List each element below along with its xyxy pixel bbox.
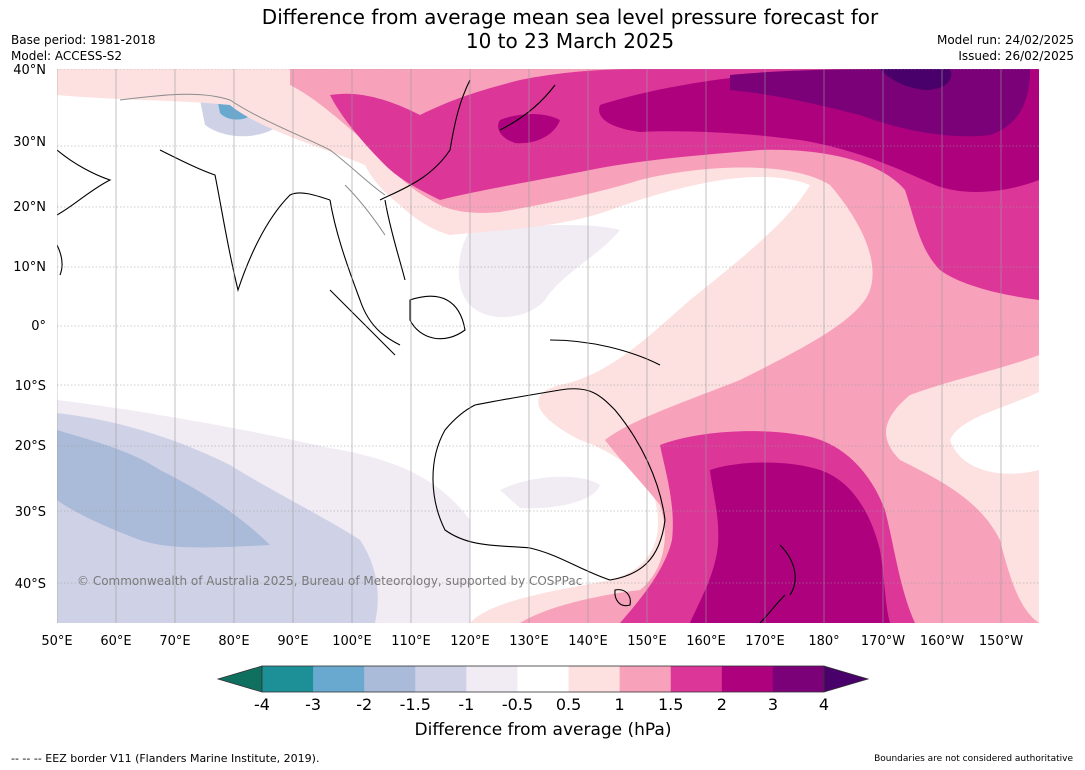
coast-india bbox=[159, 149, 331, 292]
colorbar-frame bbox=[261, 665, 825, 693]
lon-label: 120°E bbox=[450, 634, 490, 649]
issued-date: Issued: 26/02/2025 bbox=[958, 49, 1074, 63]
boundaries-disclaimer: Boundaries are not considered authoritat… bbox=[874, 754, 1073, 764]
lat-label: 30°S bbox=[15, 505, 46, 520]
copyright-notice: © Commonwealth of Australia 2025, Bureau… bbox=[77, 574, 583, 588]
colorbar-tick-label: 0.5 bbox=[556, 695, 581, 714]
colorbar-tick-label: -1.5 bbox=[400, 695, 431, 714]
colorbar bbox=[216, 665, 870, 693]
lat-label: 40°S bbox=[15, 577, 46, 592]
coast-australia bbox=[432, 388, 666, 581]
colorbar-swatch bbox=[670, 666, 723, 692]
lon-label: 140°E bbox=[568, 634, 608, 649]
contour-pos4-north bbox=[880, 69, 952, 90]
lat-label: 40°N bbox=[13, 63, 46, 78]
coast-borneo bbox=[409, 295, 466, 340]
colorbar-tick-label: -4 bbox=[254, 695, 270, 714]
coast-east-africa bbox=[57, 244, 63, 276]
colorbar-tick-labels: -4 -3 -2 -1.5 -1 -0.5 0.5 1 1.5 2 3 4 bbox=[254, 695, 829, 714]
lat-label: 20°N bbox=[13, 200, 46, 215]
model-run: Model run: 24/02/2025 bbox=[936, 33, 1074, 47]
lon-label: 180° bbox=[808, 634, 839, 649]
colorbar-swatch bbox=[466, 666, 518, 692]
contour-neg05-australia bbox=[500, 476, 600, 509]
colorbar-tick-label: -2 bbox=[356, 695, 372, 714]
coast-southeast-asia bbox=[329, 199, 406, 346]
colorbar-tick-label: -3 bbox=[305, 695, 321, 714]
meridians bbox=[57, 69, 1002, 623]
longitude-labels: 50°E 60°E 70°E 80°E 90°E 100°E 110°E 120… bbox=[41, 634, 1023, 649]
border-himalaya bbox=[119, 93, 386, 196]
lon-label: 160°E bbox=[686, 634, 726, 649]
colorbar-tick-label: 3 bbox=[768, 695, 778, 714]
lat-label: 30°N bbox=[13, 135, 46, 150]
meta-right: Model run: 24/02/2025 Issued: 26/02/2025 bbox=[937, 32, 1074, 64]
coast-china bbox=[379, 79, 471, 201]
base-period: Base period: 1981-2018 bbox=[11, 33, 156, 47]
lon-label: 50°E bbox=[41, 634, 72, 649]
colorbar-swatch bbox=[262, 666, 314, 692]
colorbar-over-arrow bbox=[823, 665, 870, 693]
lon-label: 130°E bbox=[509, 634, 549, 649]
contour-neg15-south bbox=[57, 430, 270, 548]
map-title: Difference from average mean sea level p… bbox=[0, 5, 1085, 53]
colorbar-under-arrow bbox=[216, 665, 263, 693]
colorbar-tick-label: 1.5 bbox=[658, 695, 683, 714]
lat-label: 10°S bbox=[15, 379, 46, 394]
colorbar-swatch bbox=[517, 666, 570, 692]
lat-label: 0° bbox=[31, 319, 46, 334]
lon-label: 80°E bbox=[218, 634, 249, 649]
meta-left: Base period: 1981-2018 Model: ACCESS-S2 bbox=[11, 32, 156, 64]
colorbar-swatch bbox=[568, 666, 621, 692]
country-borders bbox=[119, 93, 386, 236]
border-indochina bbox=[344, 184, 386, 236]
colorbar-swatch bbox=[415, 666, 467, 692]
colorbar-tick-label: -1 bbox=[458, 695, 474, 714]
coast-new-guinea bbox=[549, 339, 661, 366]
colorbar-title: Difference from average (hPa) bbox=[414, 720, 672, 740]
coastlines bbox=[57, 79, 796, 623]
latitude-labels: 40°N 30°N 20°N 10°N 0° 10°S 20°S 30°S 40… bbox=[13, 63, 46, 592]
coast-arabia bbox=[57, 149, 112, 216]
contour-pos3-north bbox=[730, 69, 1030, 137]
colorbar-tick-label: 1 bbox=[615, 695, 625, 714]
colorbar-swatch bbox=[364, 666, 416, 692]
colorbar-tick-label: 2 bbox=[717, 695, 727, 714]
lon-label: 170°W bbox=[861, 634, 905, 649]
lon-label: 170°E bbox=[745, 634, 785, 649]
lon-label: 150°E bbox=[627, 634, 667, 649]
title-line-1: Difference from average mean sea level p… bbox=[261, 5, 879, 29]
colorbar-swatch bbox=[772, 666, 825, 692]
coast-tasmania bbox=[614, 589, 631, 607]
coast-sumatra bbox=[329, 289, 396, 356]
coast-japan bbox=[499, 84, 556, 131]
contour-neg05-maritime bbox=[458, 225, 620, 318]
colorbar-swatch bbox=[721, 666, 774, 692]
title-line-2: 10 to 23 March 2025 bbox=[465, 29, 675, 53]
model-name: Model: ACCESS-S2 bbox=[11, 49, 123, 63]
colorbar-tick-label: -0.5 bbox=[502, 695, 533, 714]
lat-label: 20°S bbox=[15, 439, 46, 454]
lat-label: 10°N bbox=[13, 260, 46, 275]
colorbar-tick-label: 4 bbox=[819, 695, 829, 714]
coast-new-zealand bbox=[759, 544, 796, 623]
lon-label: 90°E bbox=[277, 634, 308, 649]
lon-label: 100°E bbox=[332, 634, 372, 649]
colorbar-swatch bbox=[313, 666, 365, 692]
lon-label: 150°W bbox=[979, 634, 1023, 649]
graticule bbox=[57, 69, 1039, 584]
lon-label: 160°W bbox=[920, 634, 964, 649]
colorbar-swatch bbox=[619, 666, 672, 692]
lon-label: 60°E bbox=[100, 634, 131, 649]
lon-label: 70°E bbox=[159, 634, 190, 649]
eez-border-note: -- -- -- EEZ border V11 (Flanders Marine… bbox=[11, 752, 320, 765]
lon-label: 110°E bbox=[391, 634, 431, 649]
